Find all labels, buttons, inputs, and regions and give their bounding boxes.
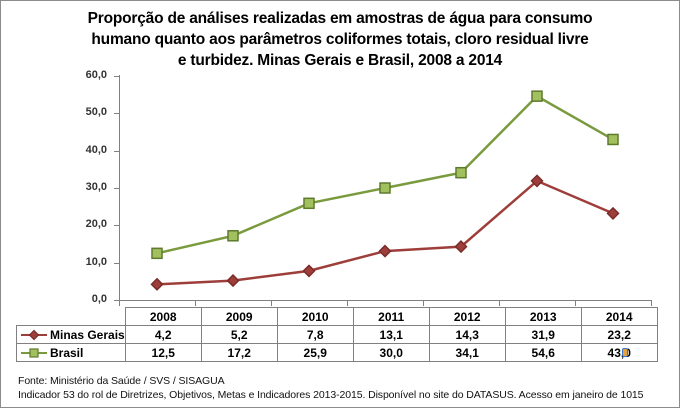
year-cell: 2011 [352, 307, 430, 326]
year-cell: 2010 [276, 307, 354, 326]
value-cell: 13,1 [352, 325, 430, 344]
square-marker [607, 133, 619, 146]
y-axis-line [119, 75, 120, 301]
x-axis-line [119, 300, 652, 301]
year-cell: 2009 [200, 307, 278, 326]
diamond-marker [454, 240, 468, 254]
y-tick-label: 40,0 [85, 143, 107, 156]
legend-label: Minas Gerais [50, 327, 125, 342]
square-marker [151, 247, 163, 260]
value-cell: 23,2 [580, 325, 658, 344]
legend-cell: Minas Gerais [16, 325, 126, 344]
value-cell: 5,2 [200, 325, 278, 344]
chart-title-line-1: Proporção de análises realizadas em amos… [87, 10, 593, 27]
value-cell: 43,0 [580, 343, 658, 362]
diamond-marker [150, 277, 164, 291]
red-diamond-line-icon [21, 329, 47, 341]
legend-cell: Brasil [16, 343, 126, 362]
footer-indicator: Indicador 53 do rol de Diretrizes, Objet… [18, 389, 644, 401]
footer-source: Fonte: Ministério da Saúde / SVS / SISAG… [18, 375, 225, 387]
table-row-brasil: Brasil 12,5 17,2 25,9 30,0 34,1 54,6 43,0 [16, 343, 658, 362]
series-line-brasil [156, 94, 614, 255]
value-cell: 4,2 [124, 325, 202, 344]
square-marker [303, 197, 315, 210]
y-tick-label: 20,0 [85, 218, 107, 231]
diamond-marker [606, 206, 620, 220]
y-tick-mark [114, 113, 119, 115]
value-cell: 17,2 [200, 343, 278, 362]
value-cell: 30,0 [352, 343, 430, 362]
value-cell: 12,5 [124, 343, 202, 362]
value-cell: 7,8 [276, 325, 354, 344]
value-cell: 25,9 [276, 343, 354, 362]
chart-title-line-2: humano quanto aos parâmetros coliformes … [91, 31, 589, 48]
y-tick-label: 60,0 [85, 69, 107, 81]
year-cell: 2013 [504, 307, 582, 326]
x-tick-mark [347, 300, 348, 306]
data-table: 2008 2009 2010 2011 2012 2013 2014 Minas Gerais… [16, 307, 658, 362]
x-tick-mark [499, 300, 500, 306]
y-tick-mark [114, 188, 119, 189]
diamond-marker [226, 274, 240, 288]
square-marker [379, 182, 391, 194]
x-tick-mark [119, 300, 120, 306]
table-spacer-cell [17, 308, 126, 326]
year-cell: 2014 [580, 307, 658, 326]
y-tick-mark [114, 225, 119, 227]
series-line-minas-gerais [156, 179, 614, 286]
y-tick-mark [114, 150, 119, 152]
green-square-line-icon [21, 348, 47, 358]
year-cell: 2008 [124, 307, 202, 326]
y-tick-mark [114, 300, 119, 301]
stray-artifact-icon [622, 348, 628, 357]
x-tick-mark [651, 300, 652, 306]
plot-area [150, 90, 620, 291]
chart-title-line-3: e turbidez. Minas Gerais e Brasil, 2008 … [177, 52, 503, 69]
y-tick-mark [114, 76, 119, 77]
square-marker [531, 90, 543, 102]
y-tick-label: 10,0 [85, 255, 107, 268]
y-tick-label: 30,0 [85, 181, 107, 193]
year-cell: 2012 [428, 307, 506, 326]
x-tick-mark [195, 300, 196, 306]
square-marker [227, 230, 239, 242]
y-tick-mark [114, 262, 119, 264]
legend-label: Brasil [50, 345, 84, 360]
table-row-minas-gerais: Minas Gerais 4,2 5,2 7,8 13,1 14,3 31,9 23,2 [16, 325, 658, 344]
diamond-marker [302, 264, 316, 278]
diamond-marker [530, 174, 544, 188]
value-cell: 54,6 [504, 343, 582, 362]
y-tick-label: 50,0 [85, 106, 107, 119]
chart-title: Proporção de análises realizadas em amos… [1, 8, 679, 71]
value-cell: 31,9 [504, 325, 582, 344]
x-tick-mark [271, 300, 272, 306]
table-row-years: 2008 2009 2010 2011 2012 2013 2014 [17, 307, 658, 326]
value-cell: 34,1 [428, 343, 506, 362]
y-tick-label: 0,0 [91, 293, 107, 305]
x-tick-mark [575, 300, 576, 306]
value-cell: 14,3 [428, 325, 506, 344]
square-marker [455, 166, 467, 179]
diamond-marker [378, 244, 392, 258]
x-tick-mark [423, 300, 424, 306]
